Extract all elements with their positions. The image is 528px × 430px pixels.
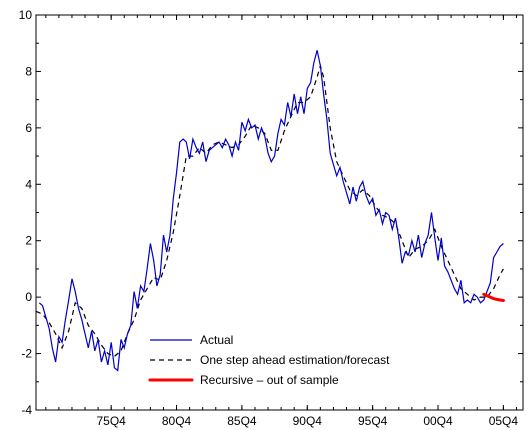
y-tick-label: 4 — [25, 177, 32, 191]
y-axis-tick-labels: -4 -2 0 2 4 6 8 10 — [19, 8, 33, 417]
x-axis-tick-labels: 75Q4 80Q4 85Q4 90Q4 95Q4 00Q4 05Q4 — [96, 414, 518, 428]
x-tick-label: 00Q4 — [423, 414, 453, 428]
x-tick-label: 95Q4 — [358, 414, 388, 428]
y-tick-label: 2 — [25, 234, 32, 248]
legend-label: Actual — [200, 333, 233, 347]
legend: Actual One step ahead estimation/forecast… — [148, 333, 390, 387]
legend-label: Recursive – out of sample — [200, 373, 339, 387]
actual-series-line — [38, 50, 504, 372]
plot-area-frame — [35, 14, 524, 411]
x-tick-label: 90Q4 — [293, 414, 323, 428]
series-lines — [35, 50, 505, 372]
x-tick-label: 80Q4 — [162, 414, 192, 428]
y-tick-label: 10 — [19, 8, 33, 22]
y-tick-label: 6 — [25, 121, 32, 135]
legend-label: One step ahead estimation/forecast — [200, 353, 390, 367]
y-tick-label: -4 — [21, 403, 32, 417]
y-tick-label: 8 — [25, 64, 32, 78]
x-tick-label: 85Q4 — [227, 414, 257, 428]
x-tick-label: 75Q4 — [96, 414, 126, 428]
axis-ticks — [36, 14, 523, 411]
y-tick-label: 0 — [25, 290, 32, 304]
recursive-series-line — [482, 292, 505, 302]
forecast-series-line — [35, 63, 504, 358]
x-tick-label: 05Q4 — [489, 414, 519, 428]
y-tick-label: -2 — [21, 347, 32, 361]
